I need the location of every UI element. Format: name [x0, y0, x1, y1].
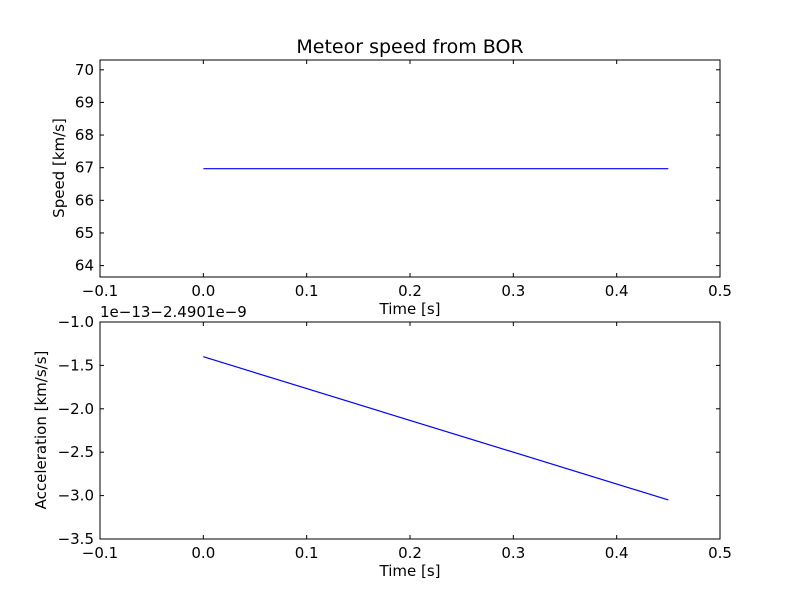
speed-x-tick-label: 0.1: [295, 282, 319, 300]
acceleration-x-tick-label: 0.5: [708, 544, 732, 562]
acceleration-y-tick-label: −2.0: [58, 400, 94, 418]
acceleration-subplot: −0.1 0.0 0.1 0.2 0.3 0.4 0.5 −3.5 −3.0 −2.5 −2.0 −1…: [32, 303, 732, 580]
acceleration-x-tick-label: 0.3: [501, 544, 525, 562]
speed-x-tick-label: 0.2: [398, 282, 422, 300]
acceleration-x-tick-label: −0.1: [82, 544, 118, 562]
acceleration-y-tick-label: −3.0: [58, 487, 94, 505]
acceleration-y-tick-label: −1.5: [58, 356, 94, 374]
speed-x-tick-label: −0.1: [82, 282, 118, 300]
acceleration-y-tick-label: −2.5: [58, 443, 94, 461]
speed-x-tick-label: 0.4: [605, 282, 629, 300]
acceleration-y-tick-label: −3.5: [58, 530, 94, 548]
acceleration-x-tick-label: 0.4: [605, 544, 629, 562]
speed-x-tick-label: 0.0: [191, 282, 215, 300]
speed-y-tick-label: 67: [75, 159, 94, 177]
acceleration-y-axis-label: Acceleration [km/s/s]: [32, 351, 50, 510]
speed-y-tick-label: 68: [75, 126, 94, 144]
speed-chart-title: Meteor speed from BOR: [296, 36, 523, 58]
speed-x-tick-label: 0.5: [708, 282, 732, 300]
speed-x-tick-label: 0.3: [501, 282, 525, 300]
acceleration-x-tick-label: 0.0: [191, 544, 215, 562]
acceleration-x-axis-label: Time [s]: [379, 562, 441, 580]
acceleration-x-tick-label: 0.1: [295, 544, 319, 562]
speed-subplot: Meteor speed from BOR −0.1 0.0 0.1 0.2 0.3 0.…: [50, 36, 732, 318]
acceleration-y-tick-label: −1.0: [58, 313, 94, 331]
speed-y-tick-label: 65: [75, 224, 94, 242]
speed-x-axis-label: Time [s]: [379, 300, 441, 318]
speed-y-tick-label: 64: [75, 257, 94, 275]
acceleration-plot-frame: [99, 321, 721, 540]
acceleration-x-tick-label: 0.2: [398, 544, 422, 562]
speed-y-tick-label: 70: [75, 61, 94, 79]
speed-y-axis-label: Speed [km/s]: [50, 118, 68, 218]
acceleration-series-line: [203, 356, 669, 501]
speed-y-tick-label: 69: [75, 93, 94, 111]
speed-y-tick-label: 66: [75, 191, 94, 209]
acceleration-offset-text: 1e−13−2.4901e−9: [100, 303, 247, 321]
